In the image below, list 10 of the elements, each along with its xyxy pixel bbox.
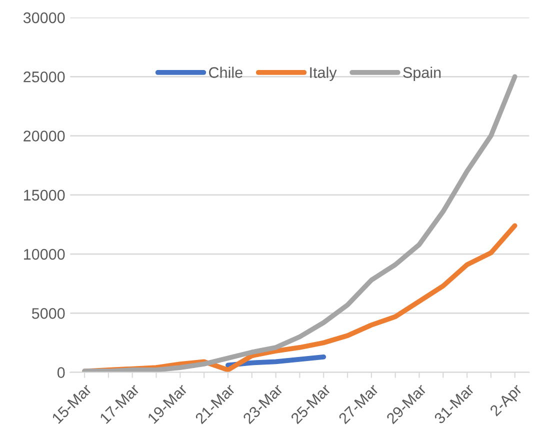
y-tick-label: 20000 [24,130,65,142]
legend-label: Spain [403,66,441,81]
legend-label: Chile [209,66,242,78]
y-tick-label: 25000 [24,72,65,82]
y-tick-label: 15000 [24,190,65,201]
legend-label: Italy [310,66,337,81]
y-tick-label: 30000 [23,12,65,24]
y-tick-label: 0 [57,367,65,378]
y-tick-label: 10000 [24,248,65,260]
y-tick-label: 5000 [32,308,65,319]
